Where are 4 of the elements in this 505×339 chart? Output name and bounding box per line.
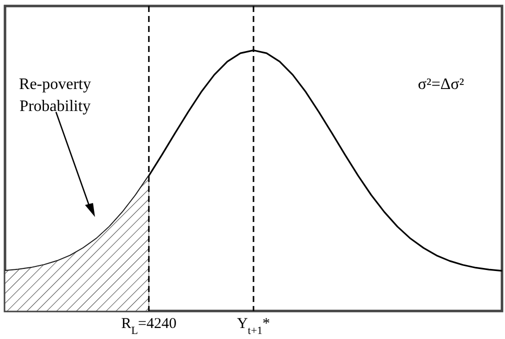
annotation: σ²=Δσ² [418, 76, 464, 93]
x-tick-label: R$_{L}$=4240 [121, 316, 176, 337]
x-tick-label: Y$_{t+1}$* [236, 316, 270, 337]
annotation: Re-poverty Probability [19, 76, 91, 115]
